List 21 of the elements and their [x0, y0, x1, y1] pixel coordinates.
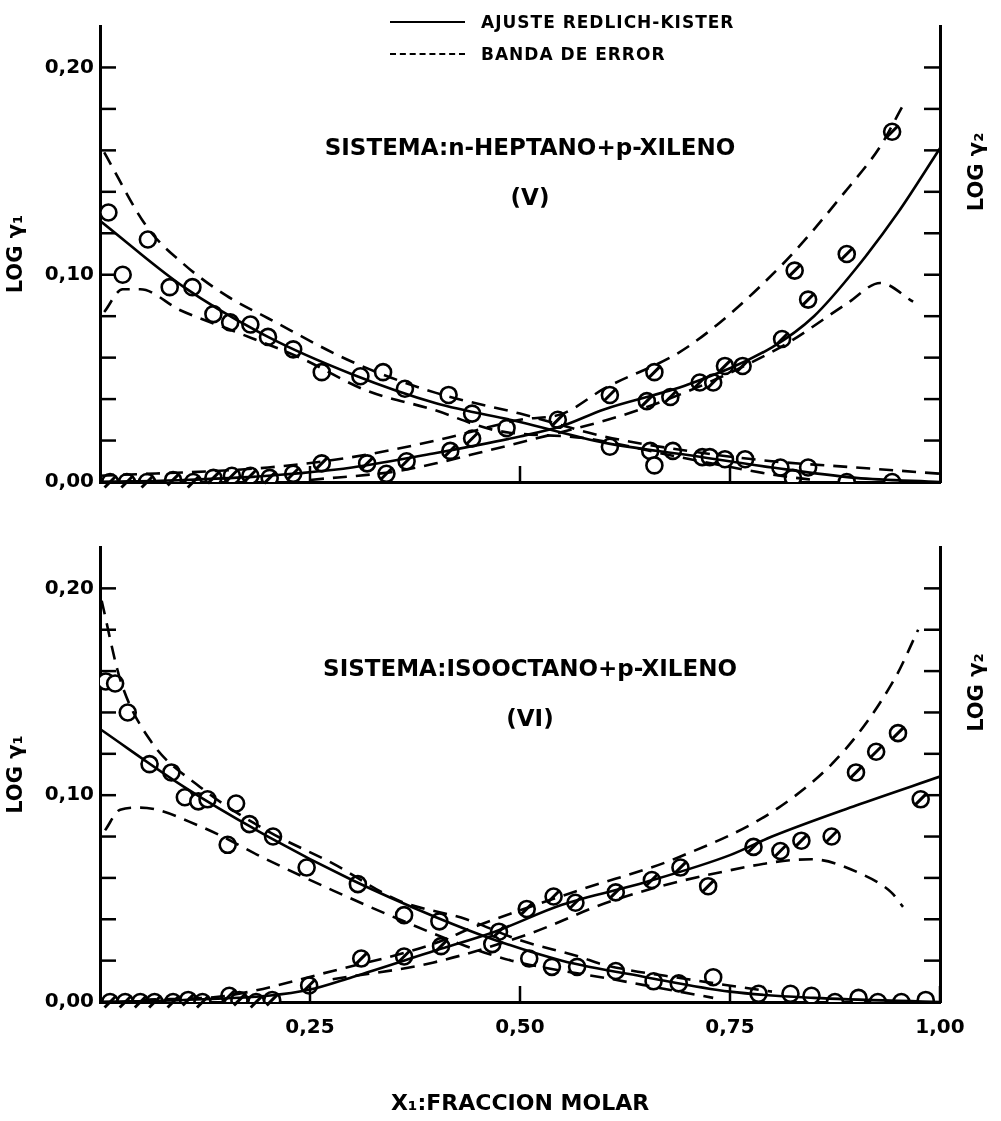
x-tick-label: 0,75: [705, 1014, 755, 1039]
legend-label: BANDA DE ERROR: [481, 44, 666, 64]
text: (V): [510, 184, 550, 211]
text: (VI): [506, 704, 554, 731]
x-tick-label: 1,00: [915, 1014, 965, 1039]
x-axis-title: X₁:FRACCION MOLAR: [390, 1089, 650, 1115]
y2-axis-title: LOG γ₂: [964, 653, 989, 732]
y-tick-label: 0,00: [44, 988, 94, 1013]
y-tick-label: 0,10: [44, 781, 94, 806]
y-tick-label: 0,20: [44, 53, 94, 78]
y-tick-label: 0,00: [44, 468, 94, 493]
text: SISTEMA:n-HEPTANO+p-XILENO: [324, 134, 736, 161]
x-tick-label: 0,25: [285, 1014, 335, 1039]
legend-label: AJUSTE REDLICH-KISTER: [481, 12, 735, 32]
x-tick-label: 0,50: [495, 1014, 545, 1039]
y-axis-title: LOG γ₁: [3, 735, 28, 814]
y-tick-label: 0,20: [44, 574, 94, 599]
y-axis-title: LOG γ₁: [3, 214, 28, 294]
y2-axis-title: LOG γ₂: [964, 132, 989, 212]
text: SISTEMA:ISOOCTANO+p-XILENO: [323, 654, 737, 681]
y-tick-label: 0,10: [44, 260, 94, 285]
